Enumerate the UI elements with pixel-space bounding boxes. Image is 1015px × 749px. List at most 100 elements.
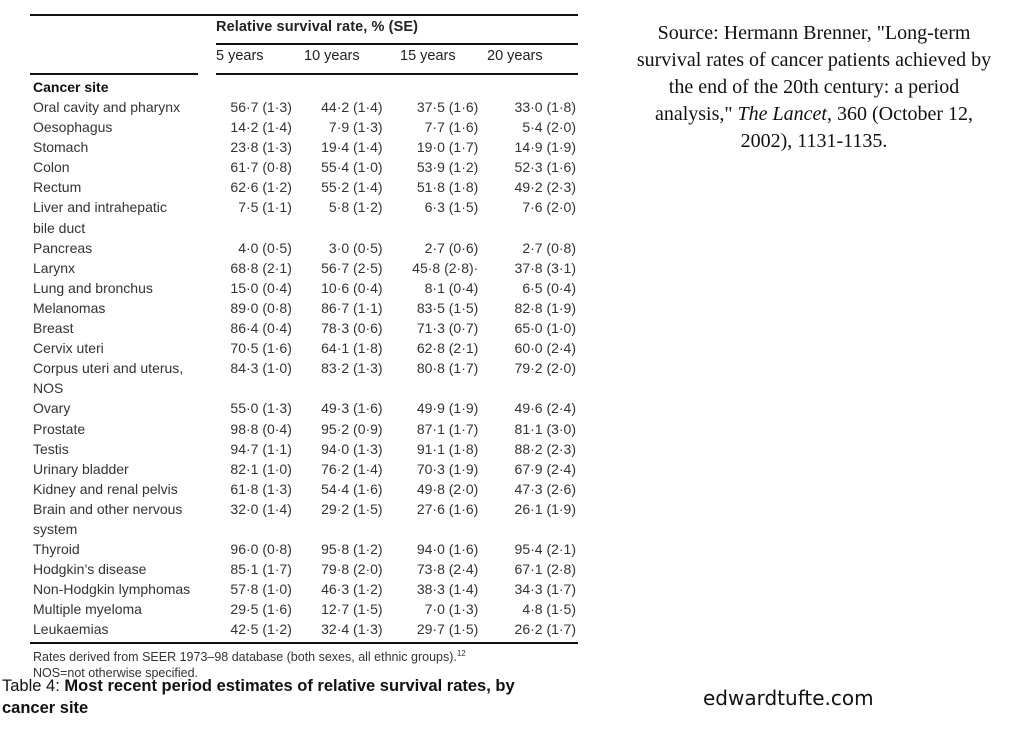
cancer-site-cell: Larynx xyxy=(30,258,212,278)
cancer-site-cell: Kidney and renal pelvis xyxy=(30,479,212,499)
table-row: Rectum 62·6 (1·2) 55·2 (1·4) 51·8 (1·8) 49·2… xyxy=(30,177,578,197)
table-row: Multiple myeloma 29·5 (1·6) 12·7 (1·5) 7·0 … xyxy=(30,599,578,619)
cancer-site-cell: Rectum xyxy=(30,177,212,197)
survival-rate-cell: 7·7 (1·6) xyxy=(424,119,479,136)
table-row: Breast 86·4 (0·4) 78·3 (0·6) 71·3 (0·7) 65·0… xyxy=(30,318,578,338)
survival-rate-cell: 79·2 (2·0) xyxy=(514,360,576,377)
cancer-site-cell: Corpus uteri and uterus, NOS xyxy=(30,358,212,398)
survival-rate-cell: 32·0 (1·4) xyxy=(230,500,292,517)
cancer-site-name: Urinary bladder xyxy=(33,460,129,477)
site-credit: edwardtufte.com xyxy=(703,686,874,710)
table-row: Non-Hodgkin lymphomas 57·8 (1·0) 46·3 (1·2… xyxy=(30,579,578,599)
survival-rate-cell: 6·5 (0·4) xyxy=(522,279,576,296)
survival-rate-cell: 71·3 (0·7) xyxy=(416,320,479,337)
survival-rate-cell: 73·8 (2·4) xyxy=(416,561,479,578)
survival-rate-cell: 8·1 (0·4) xyxy=(424,279,479,296)
table-row: Prostate 98·8 (0·4) 95·2 (0·9) 87·1 (1·7) 81… xyxy=(30,419,578,439)
survival-rate-cell: 34·3 (1·7) xyxy=(514,581,576,598)
cancer-site-name: Liver and intrahepatic xyxy=(33,199,167,216)
header-rule-values xyxy=(216,73,578,75)
survival-rate-cell: 38·3 (1·4) xyxy=(416,581,479,598)
survival-rate-cell: 27·6 (1·6) xyxy=(416,500,479,517)
cancer-site-cell: Oesophagus xyxy=(30,117,212,137)
survival-rate-cell: 23·8 (1·3) xyxy=(230,139,292,156)
survival-rate-cell: 7·5 (1·1) xyxy=(238,199,292,216)
survival-rate-cell: 37·5 (1·6) xyxy=(416,99,479,115)
survival-rate-cell: 91·1 (1·8) xyxy=(416,440,479,457)
survival-rate-cell: 47·3 (2·6) xyxy=(514,480,576,497)
survival-rate-cell: 68·8 (2·1) xyxy=(230,259,292,276)
survival-rate-cell: 55·0 (1·3) xyxy=(230,400,292,417)
cancer-site-name: Pancreas xyxy=(33,239,93,256)
survival-rate-cell: 55·4 (1·0) xyxy=(321,159,383,176)
cancer-site-name: Corpus uteri and uterus, xyxy=(33,360,184,377)
survival-rate-cell: 87·1 (1·7) xyxy=(416,420,479,437)
source-text: Source: Hermann Brenner, "Long-term surv… xyxy=(636,22,992,125)
survival-rate-cell: 80·8 (1·7) xyxy=(416,360,479,377)
cancer-site-name-continued: system xyxy=(33,520,78,537)
survival-rate-cell: 7·0 (1·3) xyxy=(424,601,479,618)
cancer-site-name: Thyroid xyxy=(33,541,80,558)
table-body: Oral cavity and pharynx 56·7 (1·3) 44·2 (1… xyxy=(30,97,578,640)
cancer-site-cell: Oral cavity and pharynx xyxy=(30,97,212,117)
table-row: Larynx 68·8 (2·1) 56·7 (2·5) 45·8 (2·8)· 37·… xyxy=(30,258,578,278)
survival-rate-cell: 5·4 (2·0) xyxy=(522,119,576,136)
table-row: Oral cavity and pharynx 56·7 (1·3) 44·2 (1… xyxy=(30,97,578,117)
row-header-cancer-site: Cancer site xyxy=(33,79,109,95)
header-rule-site xyxy=(30,73,198,75)
survival-rate-cell: 94·7 (1·1) xyxy=(230,440,292,457)
survival-rate-cell: 82·1 (1·0) xyxy=(230,460,292,477)
survival-rate-cell: 78·3 (0·6) xyxy=(321,320,383,337)
survival-rate-cell: 67·1 (2·8) xyxy=(514,561,576,578)
footnote-source: Rates derived from SEER 1973–98 database… xyxy=(33,649,466,665)
cancer-site-name: Kidney and renal pelvis xyxy=(33,480,178,497)
footnote-nos: NOS=not otherwise specified. xyxy=(33,666,199,680)
table-row: Thyroid 96·0 (0·8) 95·8 (1·2) 94·0 (1·6) 95·… xyxy=(30,539,578,559)
bottom-rule xyxy=(30,642,578,644)
survival-rate-cell: 83·5 (1·5) xyxy=(416,299,479,316)
survival-rate-cell: 70·5 (1·6) xyxy=(230,340,292,357)
survival-rate-cell: 83·2 (1·3) xyxy=(321,360,383,377)
cancer-site-name: Oral cavity and pharynx xyxy=(33,99,181,115)
cancer-site-cell: Cervix uteri xyxy=(30,338,212,358)
survival-rate-cell: 49·6 (2·4) xyxy=(514,400,576,417)
survival-rate-cell: 10·6 (0·4) xyxy=(321,279,383,296)
column-header-20-years: 20 years xyxy=(487,48,543,64)
cancer-site-name: Breast xyxy=(33,320,74,337)
table-row: Leukaemias 42·5 (1·2) 32·4 (1·3) 29·7 (1·5)… xyxy=(30,619,578,639)
survival-rate-cell: 64·1 (1·8) xyxy=(321,340,383,357)
survival-rate-cell: 32·4 (1·3) xyxy=(321,621,383,638)
survival-rate-cell: 4·8 (1·5) xyxy=(522,601,576,618)
survival-rate-cell: 46·3 (1·2) xyxy=(321,581,383,598)
table-row: Colon 61·7 (0·8) 55·4 (1·0) 53·9 (1·2) 52·3 … xyxy=(30,157,578,177)
table-row: Testis 94·7 (1·1) 94·0 (1·3) 91·1 (1·8) 88·2… xyxy=(30,439,578,459)
spanner-rule xyxy=(216,43,578,45)
survival-rate-cell: 95·4 (2·1) xyxy=(514,541,576,558)
survival-rate-cell: 61·8 (1·3) xyxy=(230,480,292,497)
table-row: Stomach 23·8 (1·3) 19·4 (1·4) 19·0 (1·7) 14·… xyxy=(30,137,578,157)
cancer-site-name: Multiple myeloma xyxy=(33,601,142,618)
survival-rate-cell: 19·4 (1·4) xyxy=(321,139,383,156)
survival-rate-cell: 49·9 (1·9) xyxy=(416,400,479,417)
survival-rate-cell: 7·9 (1·3) xyxy=(328,119,383,136)
survival-rate-cell: 42·5 (1·2) xyxy=(230,621,292,638)
survival-rate-cell: 62·8 (2·1) xyxy=(416,340,479,357)
cancer-site-cell: Multiple myeloma xyxy=(30,599,212,619)
cancer-site-name: Melanomas xyxy=(33,299,106,316)
table-row: Urinary bladder 82·1 (1·0) 76·2 (1·4) 70·3 … xyxy=(30,459,578,479)
cancer-site-name: Larynx xyxy=(33,259,76,276)
survival-rate-cell: 85·1 (1·7) xyxy=(230,561,292,578)
cancer-site-cell: Brain and other nervous system xyxy=(30,499,212,539)
cancer-site-cell: Testis xyxy=(30,439,212,459)
source-journal: The Lancet xyxy=(737,103,827,125)
survival-rate-cell: 62·6 (1·2) xyxy=(230,179,292,196)
survival-rate-cell: 49·3 (1·6) xyxy=(321,400,383,417)
survival-rate-cell: 56·7 (1·3) xyxy=(230,99,292,115)
table-row: Hodgkin’s disease 85·1 (1·7) 79·8 (2·0) 73·… xyxy=(30,559,578,579)
survival-rate-cell: 82·8 (1·9) xyxy=(514,299,576,316)
column-header-5-years: 5 years xyxy=(216,48,264,64)
table-caption: Table 4: Most recent period estimates of… xyxy=(2,675,542,719)
survival-rate-cell: 55·2 (1·4) xyxy=(321,179,383,196)
survival-rate-cell: 15·0 (0·4) xyxy=(230,279,292,296)
survival-rate-cell: 12·7 (1·5) xyxy=(321,601,383,618)
